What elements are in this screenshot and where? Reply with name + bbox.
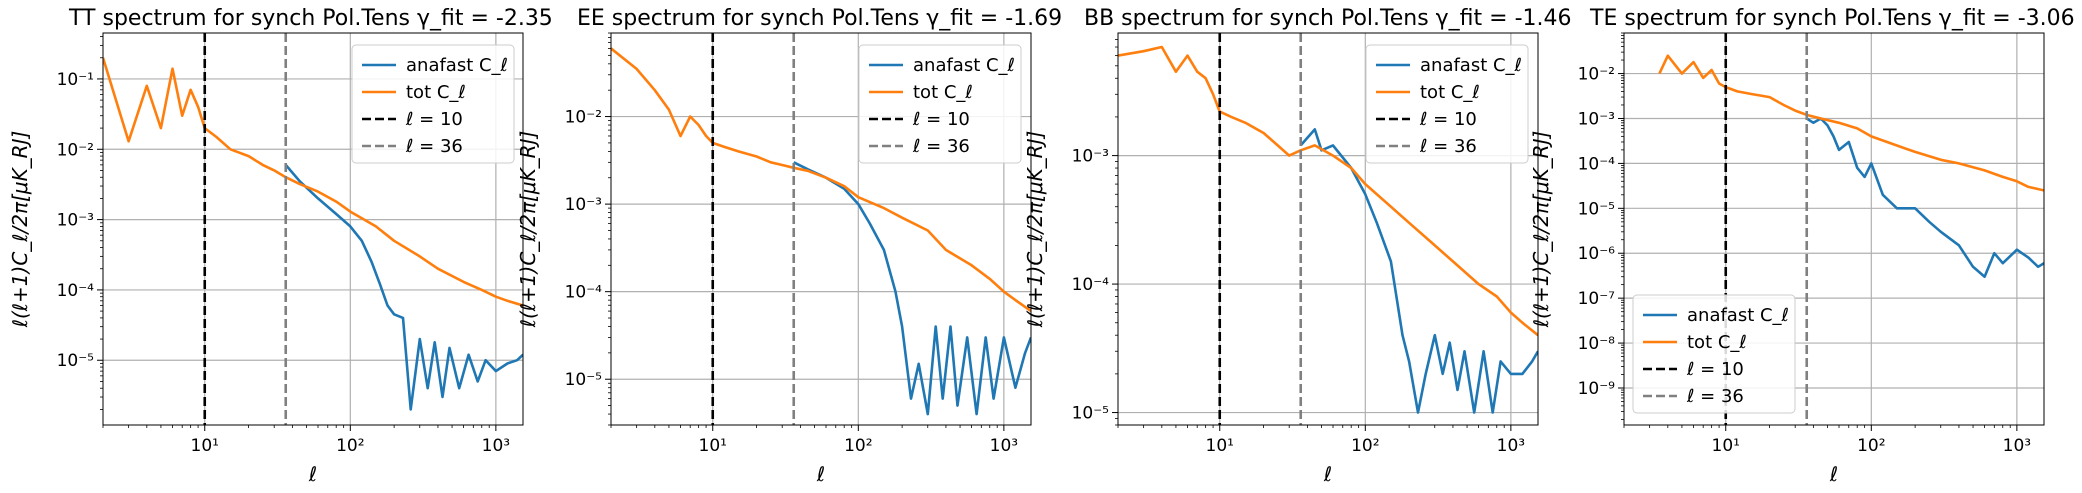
- legend-l10-label: ℓ = 10: [1686, 359, 1744, 380]
- series-group: [1658, 54, 2044, 279]
- y-tick-label: 10⁻⁴: [1578, 154, 1616, 174]
- y-tick-label: 10⁻³: [57, 211, 94, 231]
- legend-anafast-label: anafast C_ℓ: [913, 55, 1015, 76]
- y-tick-label: 10⁻⁶: [1578, 244, 1616, 264]
- panel-title: TE spectrum for synch Pol.Tens γ_fit = -…: [1589, 6, 2075, 31]
- legend-l36-label: ℓ = 36: [912, 136, 970, 157]
- y-tick-label: 10⁻³: [1578, 109, 1615, 129]
- x-tick-label: 10¹: [1712, 436, 1740, 456]
- y-tick-label: 10⁻¹: [57, 70, 94, 90]
- series-tot-line: [1118, 45, 1538, 337]
- series-anafast-line: [793, 161, 1031, 416]
- x-axis-label: ℓ: [816, 462, 825, 486]
- y-tick-label: 10⁻⁴: [57, 281, 95, 301]
- x-tick-label: 10²: [1857, 436, 1885, 456]
- y-tick-label: 10⁻⁴: [565, 283, 603, 303]
- y-tick-label: 10⁻⁵: [57, 351, 94, 371]
- x-tick-label: 10²: [1351, 436, 1379, 456]
- axes-frame: [1623, 32, 2045, 426]
- y-tick-label: 10⁻⁸: [1578, 334, 1616, 354]
- legend-anafast-label: anafast C_ℓ: [1687, 305, 1789, 326]
- y-tick-label: 10⁻⁵: [565, 370, 602, 390]
- series-anafast-line: [1805, 117, 2044, 279]
- x-tick-label: 10³: [990, 436, 1018, 456]
- y-tick-label: 10⁻⁹: [1578, 379, 1616, 399]
- x-tick-label: 10³: [2003, 436, 2031, 456]
- y-tick-label: 10⁻²: [57, 140, 94, 160]
- x-tick-label: 10²: [336, 436, 364, 456]
- panel-title: EE spectrum for synch Pol.Tens γ_fit = -…: [577, 6, 1062, 31]
- panel-4: 10¹ 10² 10³ 10⁻⁹ 10⁻⁸ 10⁻⁷ 10⁻⁶ 10⁻⁵ 10⁻⁴ 10⁻³ 10⁻…: [1529, 6, 2075, 486]
- y-axis-label: ℓ(ℓ+1)C_ℓ/2π[μK_RJ]: [1023, 131, 1047, 329]
- x-tick-label: 10²: [844, 436, 872, 456]
- legend-tot-label: tot C_ℓ: [1420, 82, 1480, 103]
- y-axis-label: ℓ(ℓ+1)C_ℓ/2π[μK_RJ]: [516, 131, 540, 329]
- y-tick-label: 10⁻²: [565, 108, 602, 128]
- panel-2: 10¹ 10² 10³ 10⁻⁵ 10⁻⁴ 10⁻³ 10⁻² EE spectrum for…: [516, 6, 1062, 486]
- legend-tot-label: tot C_ℓ: [1687, 332, 1747, 353]
- legend-l36-label: ℓ = 36: [405, 136, 463, 157]
- legend-tot-label: tot C_ℓ: [913, 82, 973, 103]
- panel-1: 10¹ 10² 10³ 10⁻⁵ 10⁻⁴ 10⁻³ 10⁻² 10⁻¹ TT spectrum…: [8, 6, 553, 486]
- legend-anafast-label: anafast C_ℓ: [1420, 55, 1522, 76]
- legend-box: [1632, 294, 1796, 414]
- x-tick-label: 10³: [482, 436, 510, 456]
- y-tick-label: 10⁻⁴: [1072, 275, 1110, 295]
- legend-anafast-label: anafast C_ℓ: [406, 55, 508, 76]
- x-axis-label: ℓ: [308, 462, 317, 486]
- y-tick-label: 10⁻⁵: [1578, 199, 1615, 219]
- legend-tot-label: tot C_ℓ: [406, 82, 466, 103]
- legend-l10-label: ℓ = 10: [912, 109, 970, 130]
- legend-l36-label: ℓ = 36: [1686, 386, 1744, 407]
- legend-box: [858, 44, 1022, 164]
- series-tot-line: [1658, 54, 2044, 192]
- x-tick-label: 10³: [1497, 436, 1525, 456]
- axes-frame: [610, 32, 1032, 426]
- x-axis-label: ℓ: [1323, 462, 1332, 486]
- y-axis-label: ℓ(ℓ+1)C_ℓ/2π[μK_RJ]: [8, 131, 32, 329]
- legend-l10-label: ℓ = 10: [1419, 109, 1477, 130]
- legend-l10-label: ℓ = 10: [405, 109, 463, 130]
- x-axis-label: ℓ: [1829, 462, 1838, 486]
- x-tick-label: 10¹: [1206, 436, 1234, 456]
- series-group: [611, 47, 1031, 416]
- x-tick-label: 10¹: [191, 436, 219, 456]
- panel-title: TT spectrum for synch Pol.Tens γ_fit = -…: [68, 6, 553, 31]
- legend-l36-label: ℓ = 36: [1419, 136, 1477, 157]
- series-group: [1118, 45, 1538, 414]
- series-group: [103, 57, 523, 411]
- panel-title: BB spectrum for synch Pol.Tens γ_fit = -…: [1084, 6, 1572, 31]
- series-tot-line: [103, 57, 523, 307]
- x-tick-label: 10¹: [699, 436, 727, 456]
- axes-frame: [1117, 32, 1539, 426]
- legend-box: [1365, 44, 1529, 164]
- y-tick-label: 10⁻⁷: [1578, 289, 1616, 309]
- y-tick-label: 10⁻³: [565, 195, 602, 215]
- y-tick-label: 10⁻⁵: [1072, 404, 1109, 424]
- series-tot-line: [611, 47, 1031, 313]
- panel-3: 10¹ 10² 10³ 10⁻⁵ 10⁻⁴ 10⁻³ BB spectrum for syn…: [1023, 6, 1572, 486]
- axes-frame: [102, 32, 524, 426]
- y-tick-label: 10⁻²: [1578, 65, 1615, 85]
- series-anafast-line: [284, 164, 523, 411]
- y-axis-label: ℓ(ℓ+1)C_ℓ/2π[μK_RJ]: [1529, 131, 1553, 329]
- y-tick-label: 10⁻³: [1072, 147, 1109, 167]
- legend-box: [351, 44, 515, 164]
- series-anafast-line: [1299, 128, 1538, 414]
